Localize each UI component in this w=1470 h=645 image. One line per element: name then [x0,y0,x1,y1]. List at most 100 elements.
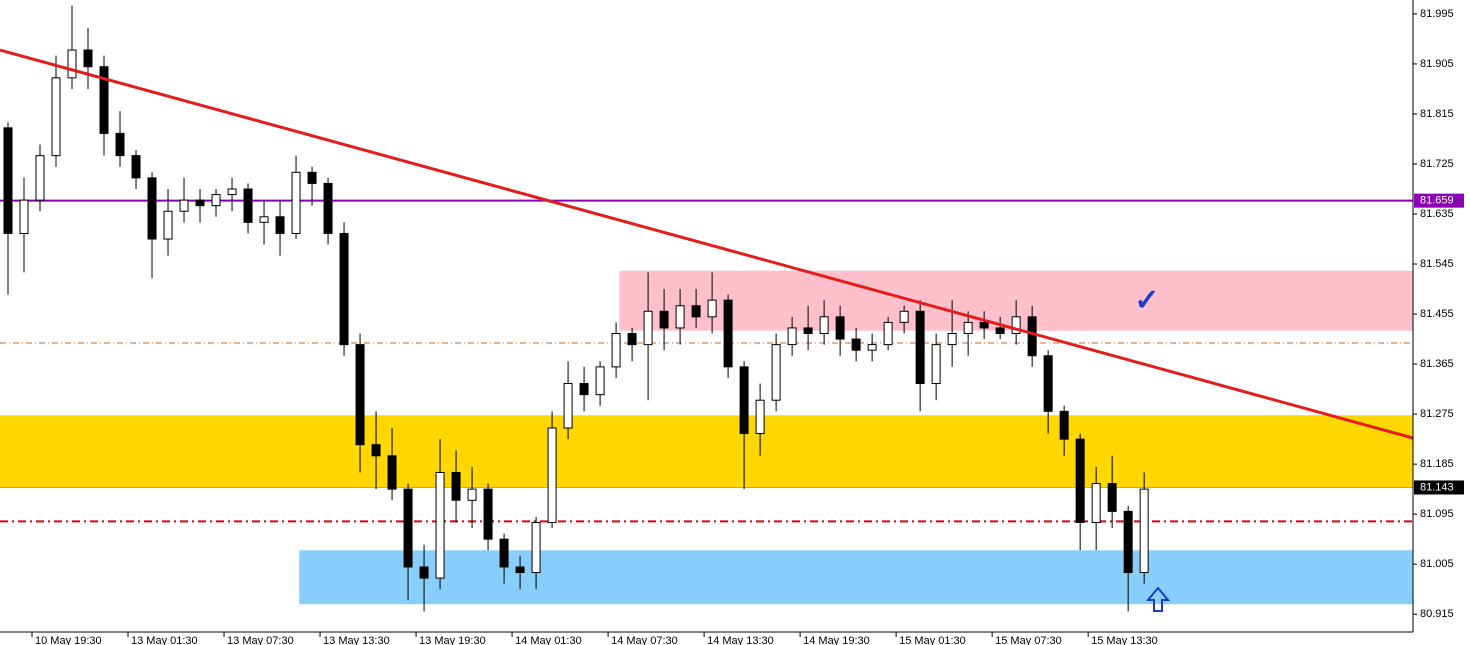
candle-body [179,199,189,212]
candle-body [339,232,349,346]
candle-body [531,521,541,574]
candle-body [915,310,925,385]
candle-body [147,177,157,240]
zone [299,550,1413,605]
price-tag: 81.659 [1420,195,1454,207]
candle-body [51,77,61,157]
candle-body [979,321,989,329]
candle-body [563,383,573,429]
candle-body [1107,483,1117,512]
candle-body [67,49,77,79]
candle-body [883,321,893,346]
candle-body [435,471,445,579]
candle-body [947,333,957,346]
candle-body [803,327,813,335]
candle-body [451,471,461,501]
candle-body [291,171,301,234]
y-tick-label: 81.995 [1420,8,1454,20]
candle-body [3,127,13,234]
candle-body [691,305,701,318]
candle-body [387,455,397,490]
check-icon: ✓ [1134,284,1159,317]
candle-body [1011,316,1021,335]
candle-body [19,199,29,234]
x-tick-label: 14 May 01:30 [515,635,582,645]
x-tick-label: 15 May 07:30 [995,635,1062,645]
y-tick-label: 81.815 [1420,108,1454,120]
candle-body [467,488,477,501]
candle-body [723,299,733,368]
y-tick-label: 81.095 [1420,508,1454,520]
x-tick-label: 13 May 13:30 [323,635,390,645]
candle-body [851,338,861,351]
zone [0,415,1413,489]
y-tick-label: 80.915 [1420,608,1454,620]
candle-body [547,427,557,523]
x-tick-label: 15 May 13:30 [1091,635,1158,645]
candle-body [739,366,749,435]
candle-body [771,344,781,401]
candle-body [419,566,429,579]
overlay [0,48,1414,440]
candles [3,5,1149,612]
candle-body [499,538,509,568]
y-tick-label: 81.545 [1420,258,1454,270]
candle-body [195,199,205,207]
candle-body [659,310,669,329]
candle-body [227,188,237,196]
candle-body [787,327,797,346]
y-tick-label: 81.725 [1420,158,1454,170]
candle-body [483,488,493,540]
x-tick-label: 10 May 19:30 [35,635,102,645]
candle-body [1027,316,1037,357]
candle-body [515,566,525,574]
y-tick-label: 81.905 [1420,58,1454,70]
candle-body [899,310,909,323]
candle-body [243,188,253,223]
candle-body [1043,355,1053,412]
x-tick-label: 14 May 07:30 [611,635,678,645]
candle-body [819,316,829,335]
x-tick-label: 13 May 07:30 [227,635,294,645]
candle-body [163,210,173,240]
y-tick-label: 81.275 [1420,408,1454,420]
candle-body [675,305,685,329]
y-tick-label: 81.635 [1420,208,1454,220]
candle-body [83,49,93,68]
candle-body [211,194,221,207]
y-tick-label: 81.455 [1420,308,1454,320]
candle-body [259,216,269,223]
candle-body [371,444,381,457]
y-tick-label: 81.185 [1420,458,1454,470]
candle-body [643,310,653,346]
candle-body [867,344,877,351]
candle-body [579,383,589,396]
candle-body [611,333,621,368]
candle-body [323,182,333,234]
candle-body [355,344,365,446]
candle-body [403,488,413,568]
candle-body [931,344,941,385]
price-tag-bg [1414,193,1464,208]
price-tag-bg [1414,480,1464,495]
y-tick-label: 81.005 [1420,558,1454,570]
levels [0,199,1413,523]
candle-body [275,216,285,234]
candle-body [963,321,973,335]
candle-body [707,299,717,318]
candle-body [627,333,637,346]
candle-body [835,316,845,340]
up-arrow-icon [1145,586,1171,612]
candle-body [35,155,45,201]
candle-body [1139,488,1149,574]
x-tick-label: 13 May 01:30 [131,635,198,645]
candle-body [1123,510,1133,574]
candle-body [755,399,765,435]
candle-body [99,66,109,134]
candle-body [1091,483,1101,523]
price-tag: 81.143 [1420,481,1454,493]
candle-body [131,155,141,179]
candle-body [115,132,125,157]
